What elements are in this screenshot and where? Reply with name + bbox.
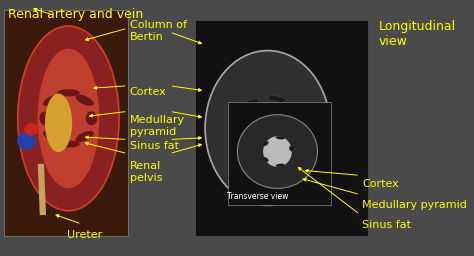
Ellipse shape — [86, 111, 97, 125]
Ellipse shape — [18, 26, 119, 211]
Text: Sinus fat: Sinus fat — [130, 141, 179, 151]
Ellipse shape — [75, 131, 94, 142]
Ellipse shape — [262, 157, 269, 162]
Ellipse shape — [289, 146, 294, 152]
Text: Cortex: Cortex — [130, 87, 166, 97]
Bar — [228, 102, 331, 205]
Text: Medullary pyramid: Medullary pyramid — [362, 200, 467, 210]
Text: Medullary
pyramid: Medullary pyramid — [130, 115, 185, 137]
Text: Transverse view: Transverse view — [227, 192, 288, 201]
Ellipse shape — [37, 49, 99, 188]
Ellipse shape — [291, 113, 301, 124]
Ellipse shape — [45, 94, 72, 152]
Ellipse shape — [57, 140, 80, 147]
Ellipse shape — [43, 131, 61, 142]
Ellipse shape — [205, 51, 330, 205]
Ellipse shape — [276, 164, 285, 167]
Polygon shape — [38, 164, 46, 215]
Ellipse shape — [243, 149, 259, 157]
Ellipse shape — [268, 154, 286, 160]
Text: Column of
Bertin: Column of Bertin — [130, 20, 187, 42]
Bar — [4, 10, 128, 236]
Ellipse shape — [75, 95, 94, 106]
Ellipse shape — [262, 141, 269, 146]
Text: Renal
pelvis: Renal pelvis — [130, 161, 162, 183]
Text: Sinus fat: Sinus fat — [362, 220, 411, 230]
Ellipse shape — [268, 96, 286, 102]
Text: Ureter: Ureter — [67, 230, 102, 240]
Ellipse shape — [247, 102, 289, 154]
Text: Longitudinal
view: Longitudinal view — [379, 20, 456, 48]
Ellipse shape — [234, 122, 243, 134]
Text: Renal artery and vein: Renal artery and vein — [9, 8, 144, 21]
Ellipse shape — [39, 111, 51, 125]
Text: Cortex: Cortex — [362, 179, 399, 189]
Ellipse shape — [237, 115, 318, 188]
Ellipse shape — [263, 136, 292, 167]
Ellipse shape — [43, 95, 61, 106]
Ellipse shape — [57, 89, 80, 96]
Ellipse shape — [276, 136, 285, 139]
Bar — [195, 20, 368, 236]
Ellipse shape — [24, 123, 39, 136]
Ellipse shape — [17, 132, 36, 150]
Ellipse shape — [243, 99, 259, 107]
